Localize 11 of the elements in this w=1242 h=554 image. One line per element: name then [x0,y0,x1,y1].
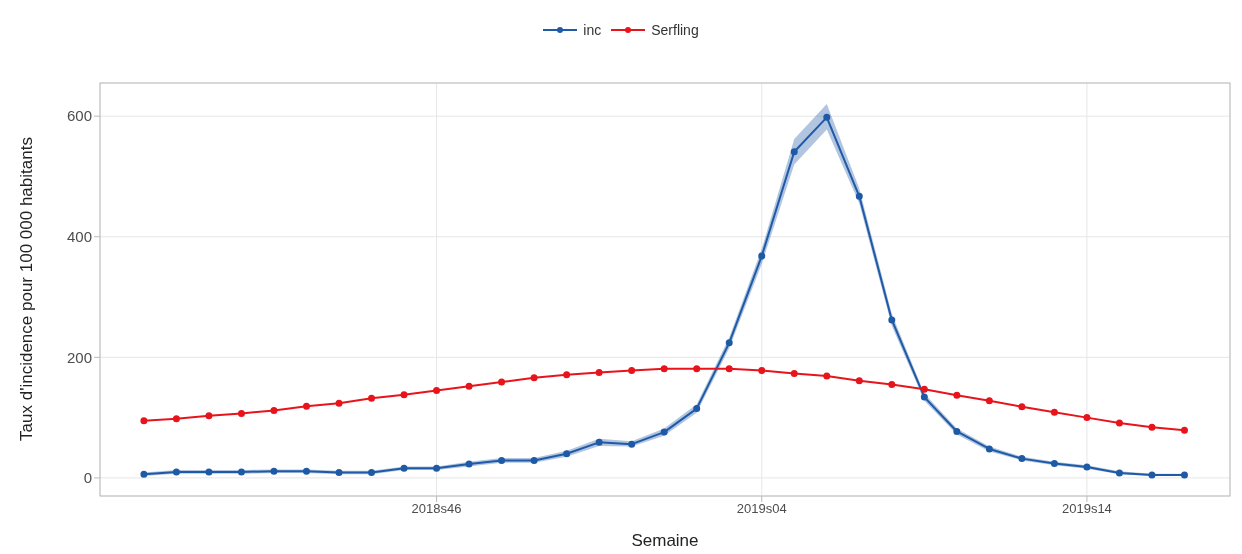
legend-label: Serfling [650,22,699,38]
y-tick-label: 200 [66,348,92,366]
x-tick-label: 2018s46 [411,501,462,517]
y-tick-label: 400 [66,228,92,246]
x-tick-label: 2019s04 [736,501,787,517]
y-tick-label: 600 [66,107,92,125]
x-axis-title: Semaine [631,531,699,550]
y-axis-title: Taux d'incidence pour 100 000 habitants [17,137,37,441]
legend-label: inc [582,22,602,38]
y-tick-label: 0 [83,469,92,487]
x-tick-label: 2019s14 [1061,501,1112,517]
